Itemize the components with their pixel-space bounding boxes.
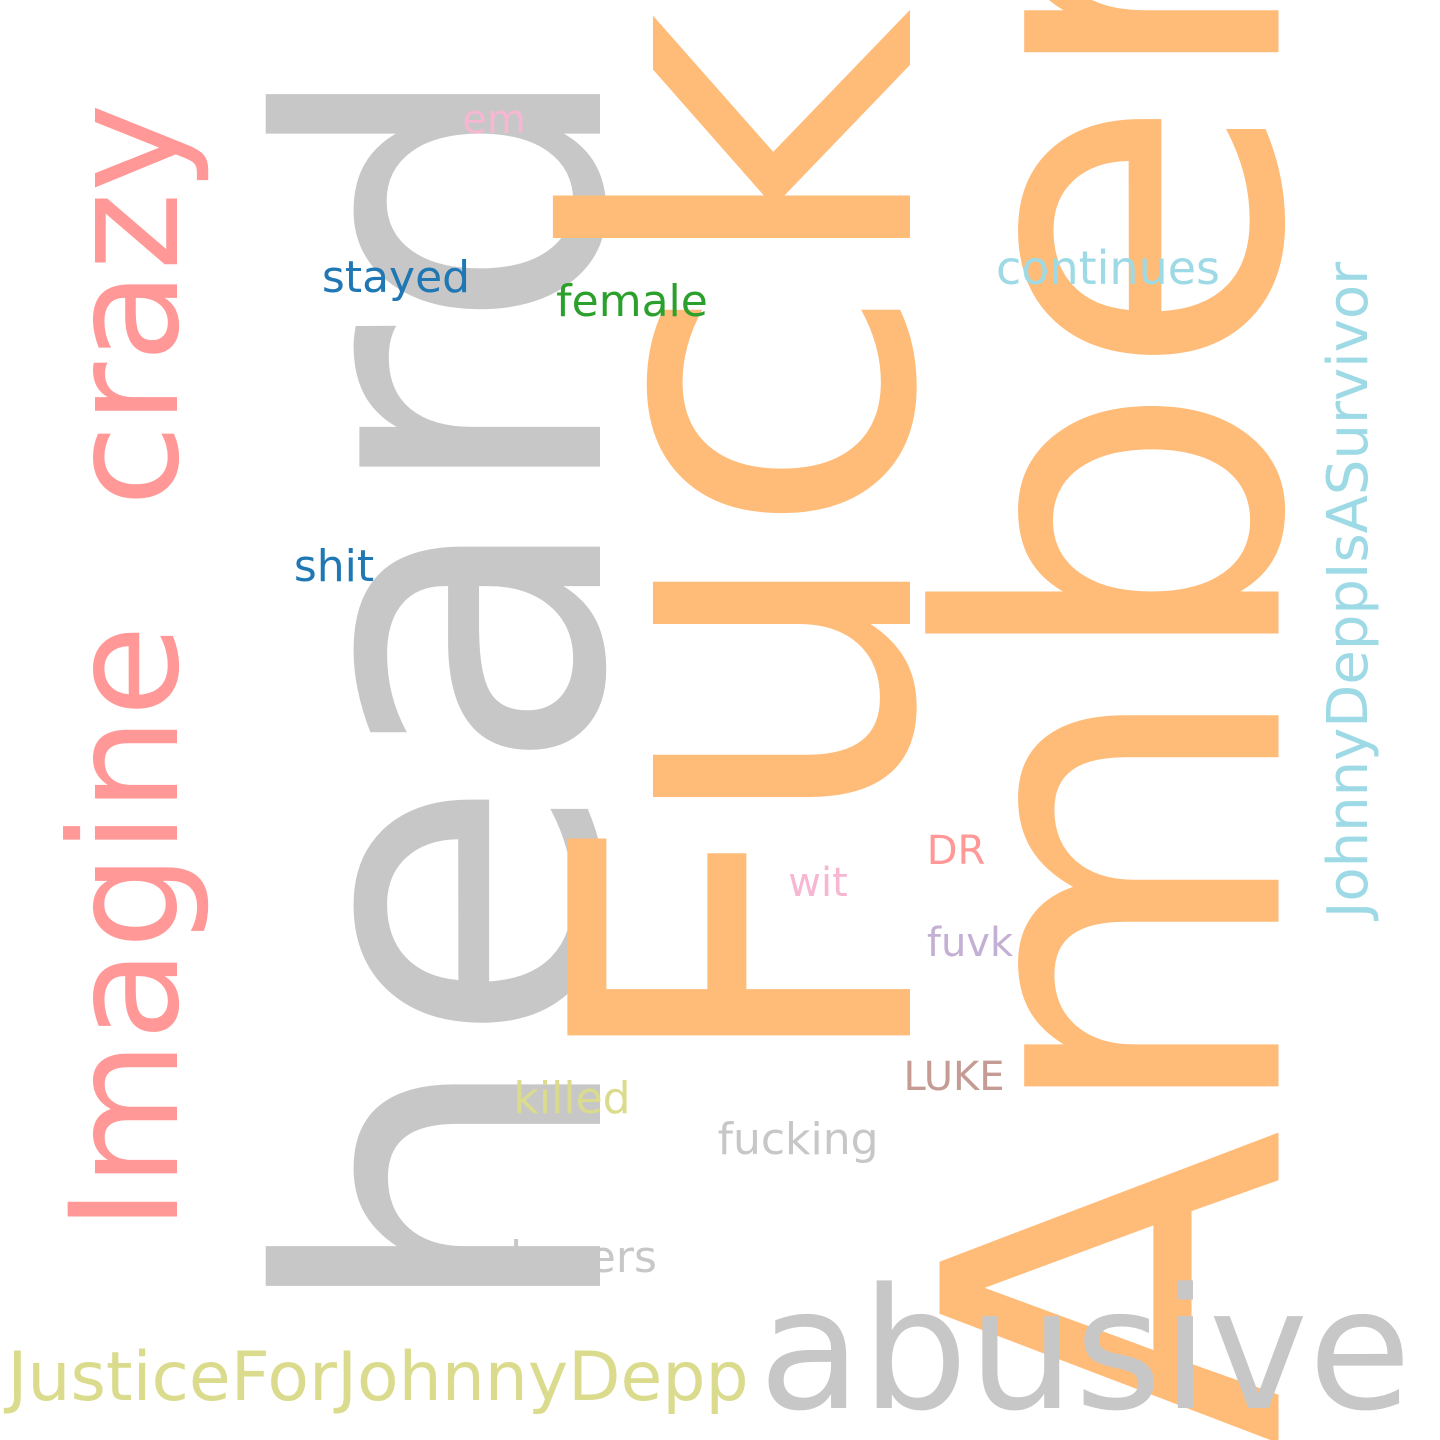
word-justicefor: JusticeForJohnnyDepp: [7, 1338, 749, 1417]
word-shit: shit: [293, 541, 375, 592]
word-fuvk: fuvk: [926, 920, 1014, 966]
word-amber: Amber: [846, 0, 1389, 1440]
word-continues: continues: [996, 241, 1220, 295]
word-female: female: [556, 276, 708, 327]
word-johnnydepp-survivor: JohnnyDeppIsASurvivor: [1316, 261, 1381, 919]
word-abusive: abusive: [758, 1252, 1412, 1440]
word-dr: DR: [926, 828, 986, 874]
word-wit: wit: [788, 860, 848, 906]
word-em: em: [462, 97, 526, 143]
word-killed: killed: [513, 1073, 631, 1124]
word-luke: LUKE: [903, 1054, 1005, 1100]
word-stayed: stayed: [321, 252, 471, 303]
word-abusers: abusers: [483, 1232, 657, 1283]
word-imagine: Imagine: [39, 624, 213, 1232]
word-crazy: crazy: [39, 103, 213, 507]
word-fucking: fucking: [717, 1114, 879, 1165]
